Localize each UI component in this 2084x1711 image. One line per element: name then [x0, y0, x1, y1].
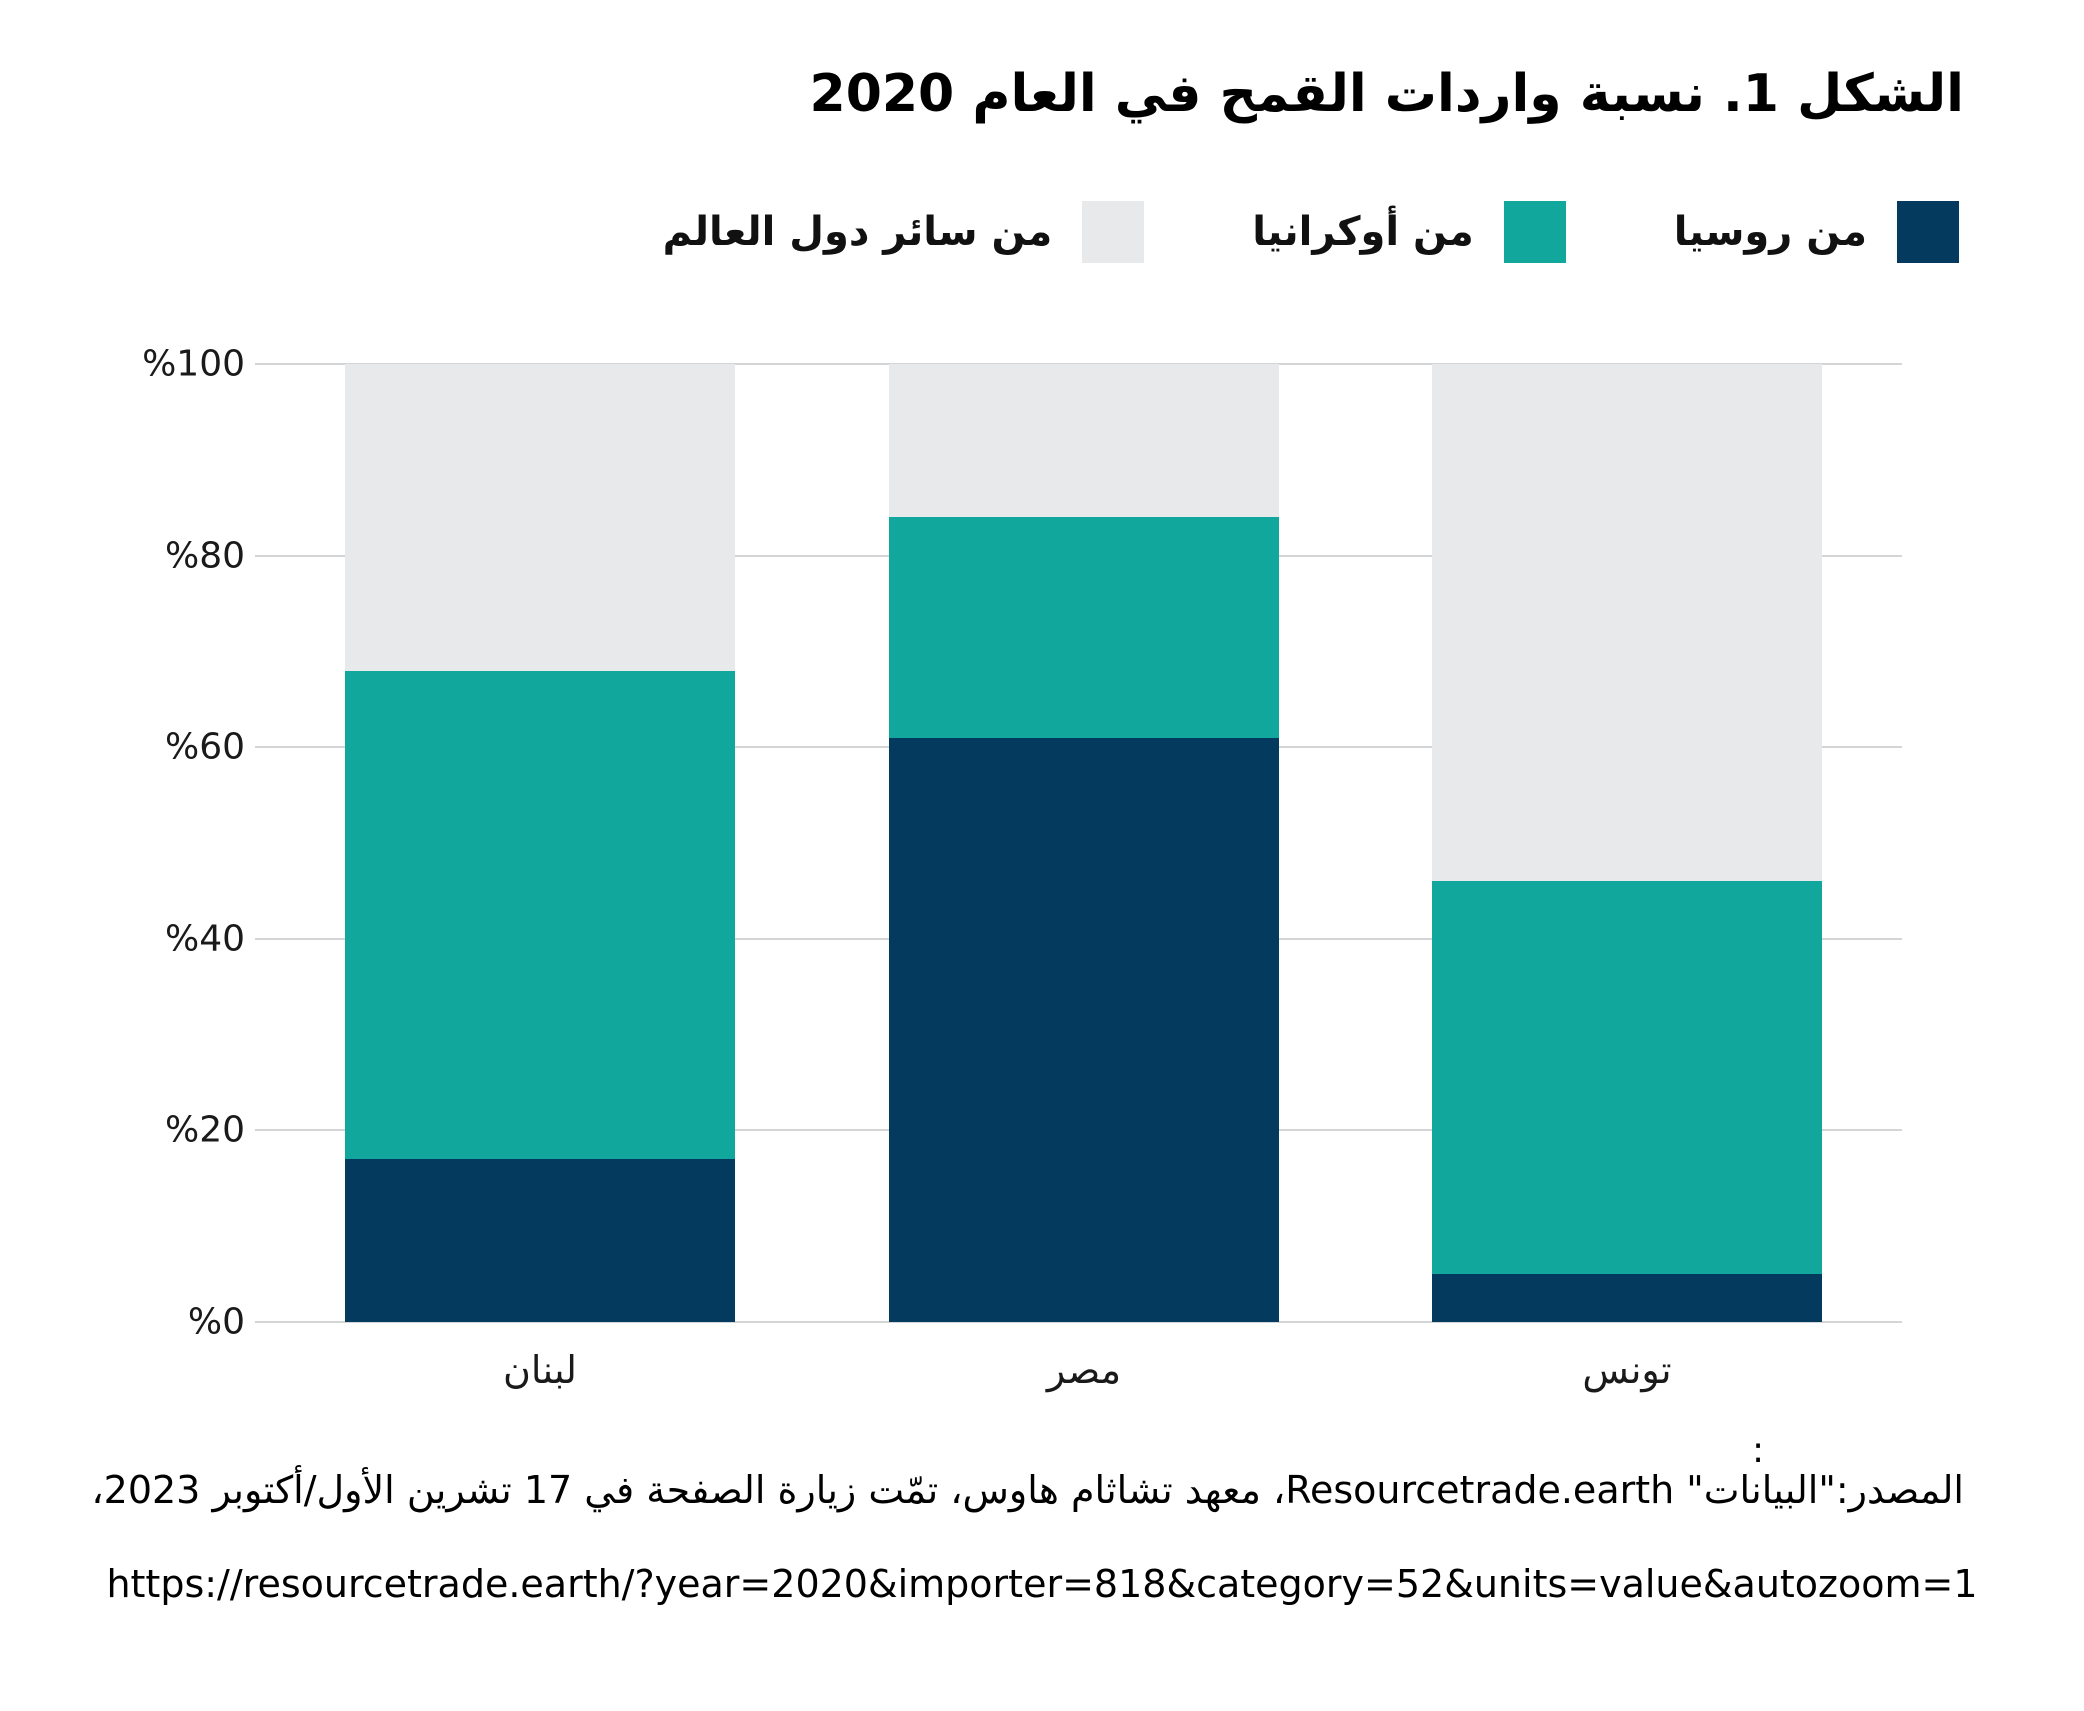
bar-segment-world: [345, 364, 735, 671]
legend-swatch-russia-icon: [1897, 201, 1959, 263]
plot-area: [255, 363, 1902, 1323]
bar-egypt: [889, 364, 1279, 1322]
gridline-100: [255, 363, 1902, 365]
y-tick-0: %0: [187, 1301, 245, 1343]
bar-segment-russia: [889, 737, 1279, 1322]
bar-lebanon: [345, 364, 735, 1322]
source-text: المصدر:"البيانات" Resourcetrade.earth، م…: [91, 1468, 1964, 1512]
bar-segment-world: [1432, 364, 1822, 882]
bar-segment-ukraine: [345, 670, 735, 1160]
bar-segment-ukraine: [889, 517, 1279, 738]
x-label-lebanon: لبنان: [503, 1348, 577, 1392]
legend-item-world: من سائر دول العالم: [663, 201, 1145, 263]
bar-segment-world: [889, 364, 1279, 518]
bar-tunisia: [1432, 364, 1822, 1322]
x-label-egypt: مصر: [1046, 1348, 1122, 1392]
legend-label-ukraine: من أوكرانيا: [1252, 209, 1474, 255]
legend-swatch-ukraine-icon: [1503, 201, 1566, 263]
legend-label-russia: من روسيا: [1673, 209, 1867, 255]
x-label-tunisia: تونس: [1582, 1348, 1672, 1392]
chart-legend: من روسيا من أوكرانيا من سائر دول العالم: [663, 201, 1959, 263]
gridline-0: [255, 1321, 1902, 1323]
y-axis: %0 %20 %40 %60 %80 %100: [0, 344, 245, 1343]
y-tick-100: %100: [142, 343, 245, 385]
legend-swatch-world-icon: [1082, 201, 1145, 263]
y-tick-40: %40: [164, 918, 245, 960]
bar-segment-russia: [1432, 1274, 1822, 1322]
legend-item-ukraine: من أوكرانيا: [1252, 201, 1566, 263]
y-tick-20: %20: [164, 1109, 245, 1151]
legend-label-world: من سائر دول العالم: [662, 209, 1053, 255]
y-tick-60: %60: [164, 726, 245, 768]
bar-segment-ukraine: [1432, 881, 1822, 1275]
bar-segment-russia: [345, 1159, 735, 1322]
footer-colon: :: [1752, 1430, 1765, 1471]
figure-title: الشكل 1. نسبة واردات القمح في العام 2020: [809, 64, 1964, 124]
source-url: https://resourcetrade.earth/?year=2020&i…: [106, 1562, 1978, 1606]
legend-item-russia: من روسيا: [1674, 201, 1959, 263]
y-tick-80: %80: [164, 535, 245, 577]
